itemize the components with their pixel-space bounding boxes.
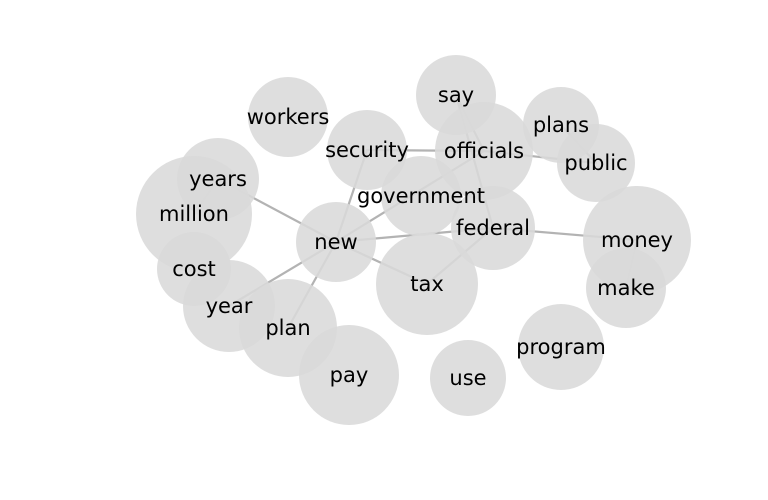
node-label-pay: pay: [330, 363, 369, 387]
node-public: [557, 124, 635, 202]
node-use: [430, 340, 506, 416]
node-label-public: public: [564, 151, 627, 175]
node-security: [327, 110, 407, 190]
labels-layer: workers say plans security officials public ye…: [159, 83, 673, 390]
node-government: [381, 156, 461, 236]
node-make: [586, 248, 666, 328]
node-label-use: use: [449, 366, 486, 390]
node-label-plan: plan: [265, 316, 310, 340]
node-label-say: say: [438, 83, 474, 107]
node-label-program: program: [516, 335, 606, 359]
node-officials: [435, 102, 533, 200]
node-workers: [248, 77, 328, 157]
node-label-security: security: [325, 138, 409, 162]
node-label-workers: workers: [247, 105, 330, 129]
node-label-officials: officials: [444, 139, 524, 163]
node-federal: [451, 186, 535, 270]
node-label-tax: tax: [410, 272, 444, 296]
node-label-year: year: [206, 294, 253, 318]
node-million: [136, 156, 252, 272]
node-label-cost: cost: [172, 257, 216, 281]
node-label-government: government: [357, 184, 485, 208]
node-label-million: million: [159, 202, 229, 226]
node-label-make: make: [597, 276, 655, 300]
node-tax: [376, 233, 478, 335]
node-label-plans: plans: [533, 113, 589, 137]
node-program: [518, 304, 604, 390]
nodes-layer: [136, 55, 691, 425]
node-new: [296, 202, 376, 282]
node-label-money: money: [601, 228, 673, 252]
node-label-new: new: [314, 230, 357, 254]
node-pay: [299, 325, 399, 425]
node-label-years: years: [189, 167, 247, 191]
node-label-federal: federal: [456, 216, 530, 240]
